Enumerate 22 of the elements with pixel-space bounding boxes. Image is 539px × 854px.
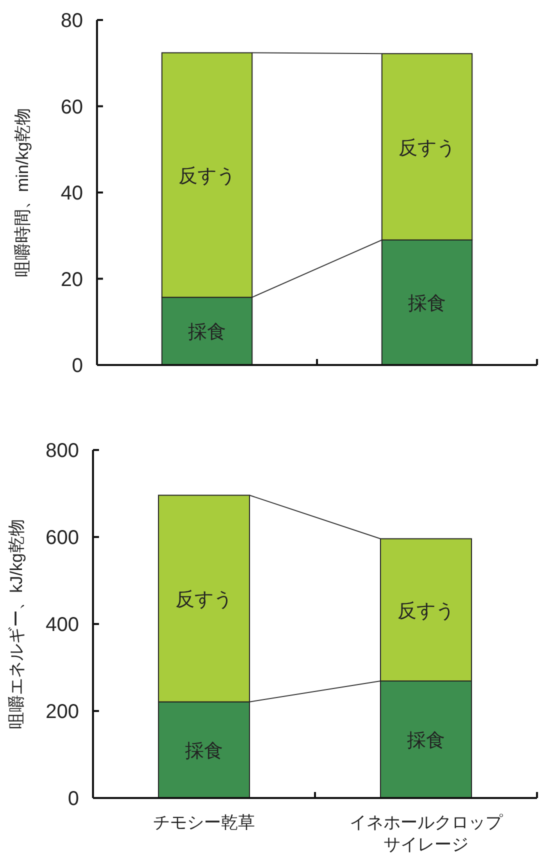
series-label: 反すう [176,590,232,611]
y-axis-title: 咀嚼時間、min/kg乾物 [13,108,32,278]
text: 採食 [407,730,445,752]
y-tick-label: 0 [68,788,79,810]
y-tick-label: 20 [60,268,83,291]
series-label: 反すう [178,166,236,188]
series-label: 採食 [188,322,226,344]
series-label: 採食 [185,740,223,762]
y-tick-label: 40 [60,182,83,204]
y-tick-label: 600 [46,527,79,549]
y-tick-label: 200 [46,701,79,723]
x-tick-label: イネホールクロップサイレージ [350,813,504,854]
y-tick-label: 80 [60,10,83,32]
y-tick-label: 800 [46,440,79,462]
text: 反すう [398,600,454,622]
y-tick-label: 0 [72,355,83,377]
y-tick-label: 400 [46,614,79,636]
text: 採食 [408,293,446,314]
text: 反すう [398,138,456,159]
x-tick-label: チモシー乾草 [153,813,255,832]
y-axis-title: 咀嚼エネルギー、kJ/kg乾物 [7,519,26,729]
y-tick-label: 60 [60,96,83,118]
